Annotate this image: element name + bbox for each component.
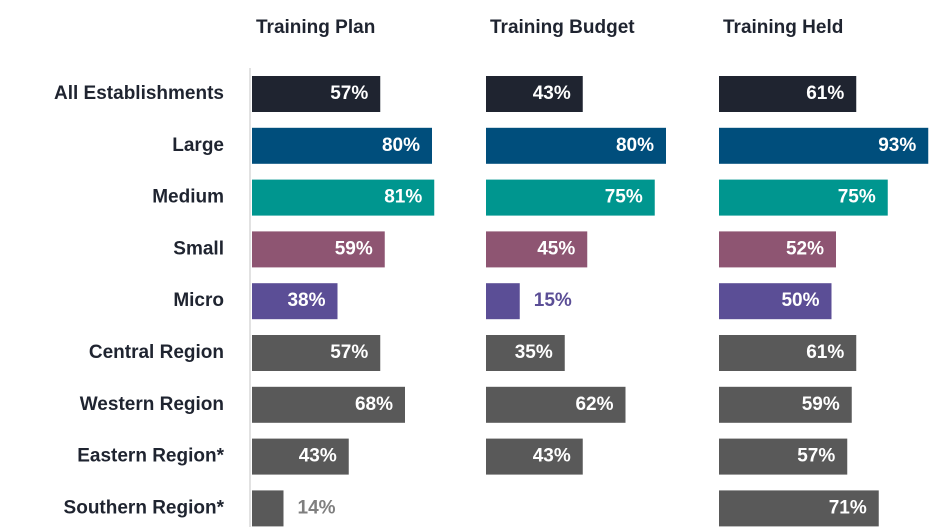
bar: [252, 231, 385, 268]
bar: [719, 283, 832, 320]
value-label: 68%: [355, 394, 393, 415]
panel-title: Training Held: [723, 17, 843, 38]
bar: [252, 179, 435, 216]
value-label: 45%: [537, 238, 575, 259]
value-label: 93%: [878, 135, 916, 156]
value-label: 59%: [335, 238, 373, 259]
bar: [486, 335, 565, 371]
value-label: 61%: [806, 83, 844, 104]
bar: [719, 127, 929, 164]
category-label: Central Region: [89, 342, 224, 363]
value-label: 38%: [287, 290, 325, 311]
category-label: Small: [173, 238, 224, 259]
bar: [486, 179, 655, 216]
bar: [719, 438, 848, 475]
value-label: 15%: [534, 290, 572, 311]
bar: [719, 335, 857, 371]
value-label: 43%: [533, 83, 571, 104]
value-label: 81%: [384, 187, 422, 208]
bar: [486, 76, 583, 112]
value-label: 43%: [533, 446, 571, 467]
category-label: Southern Region*: [64, 497, 225, 518]
value-label: 35%: [515, 342, 553, 363]
bar: [486, 231, 588, 268]
category-label: Large: [172, 135, 224, 156]
bar: [252, 490, 284, 527]
bar: [719, 76, 857, 112]
bar: [719, 490, 879, 527]
panel-title: Training Budget: [490, 17, 635, 38]
bar: [486, 283, 520, 320]
bar: [252, 386, 405, 423]
value-label: 57%: [330, 342, 368, 363]
category-label: Micro: [173, 290, 224, 311]
value-label: 61%: [806, 342, 844, 363]
value-label: 50%: [781, 290, 819, 311]
category-label: Medium: [152, 187, 224, 208]
bar: [719, 231, 836, 268]
bar: [252, 438, 349, 475]
value-label: 52%: [786, 238, 824, 259]
value-label: 80%: [382, 135, 420, 156]
bar: [719, 179, 888, 216]
category-label: All Establishments: [54, 83, 224, 104]
value-label: 62%: [575, 394, 613, 415]
value-label: 57%: [797, 446, 835, 467]
value-label: 43%: [299, 446, 337, 467]
bar: [486, 127, 666, 164]
value-label: 14%: [298, 497, 336, 518]
value-label: 75%: [605, 187, 643, 208]
bar: [486, 386, 626, 423]
value-label: 57%: [330, 83, 368, 104]
value-label: 80%: [616, 135, 654, 156]
panel-title: Training Plan: [256, 17, 375, 38]
bar: [252, 127, 432, 164]
value-label: 75%: [838, 187, 876, 208]
bar: [252, 76, 381, 112]
value-label: 71%: [829, 497, 867, 518]
value-label: 59%: [802, 394, 840, 415]
bar: [252, 335, 381, 371]
bar: [719, 386, 852, 423]
bar: [252, 283, 338, 320]
bar: [486, 438, 583, 475]
category-label: Western Region: [80, 394, 224, 415]
category-label: Eastern Region*: [77, 446, 224, 467]
